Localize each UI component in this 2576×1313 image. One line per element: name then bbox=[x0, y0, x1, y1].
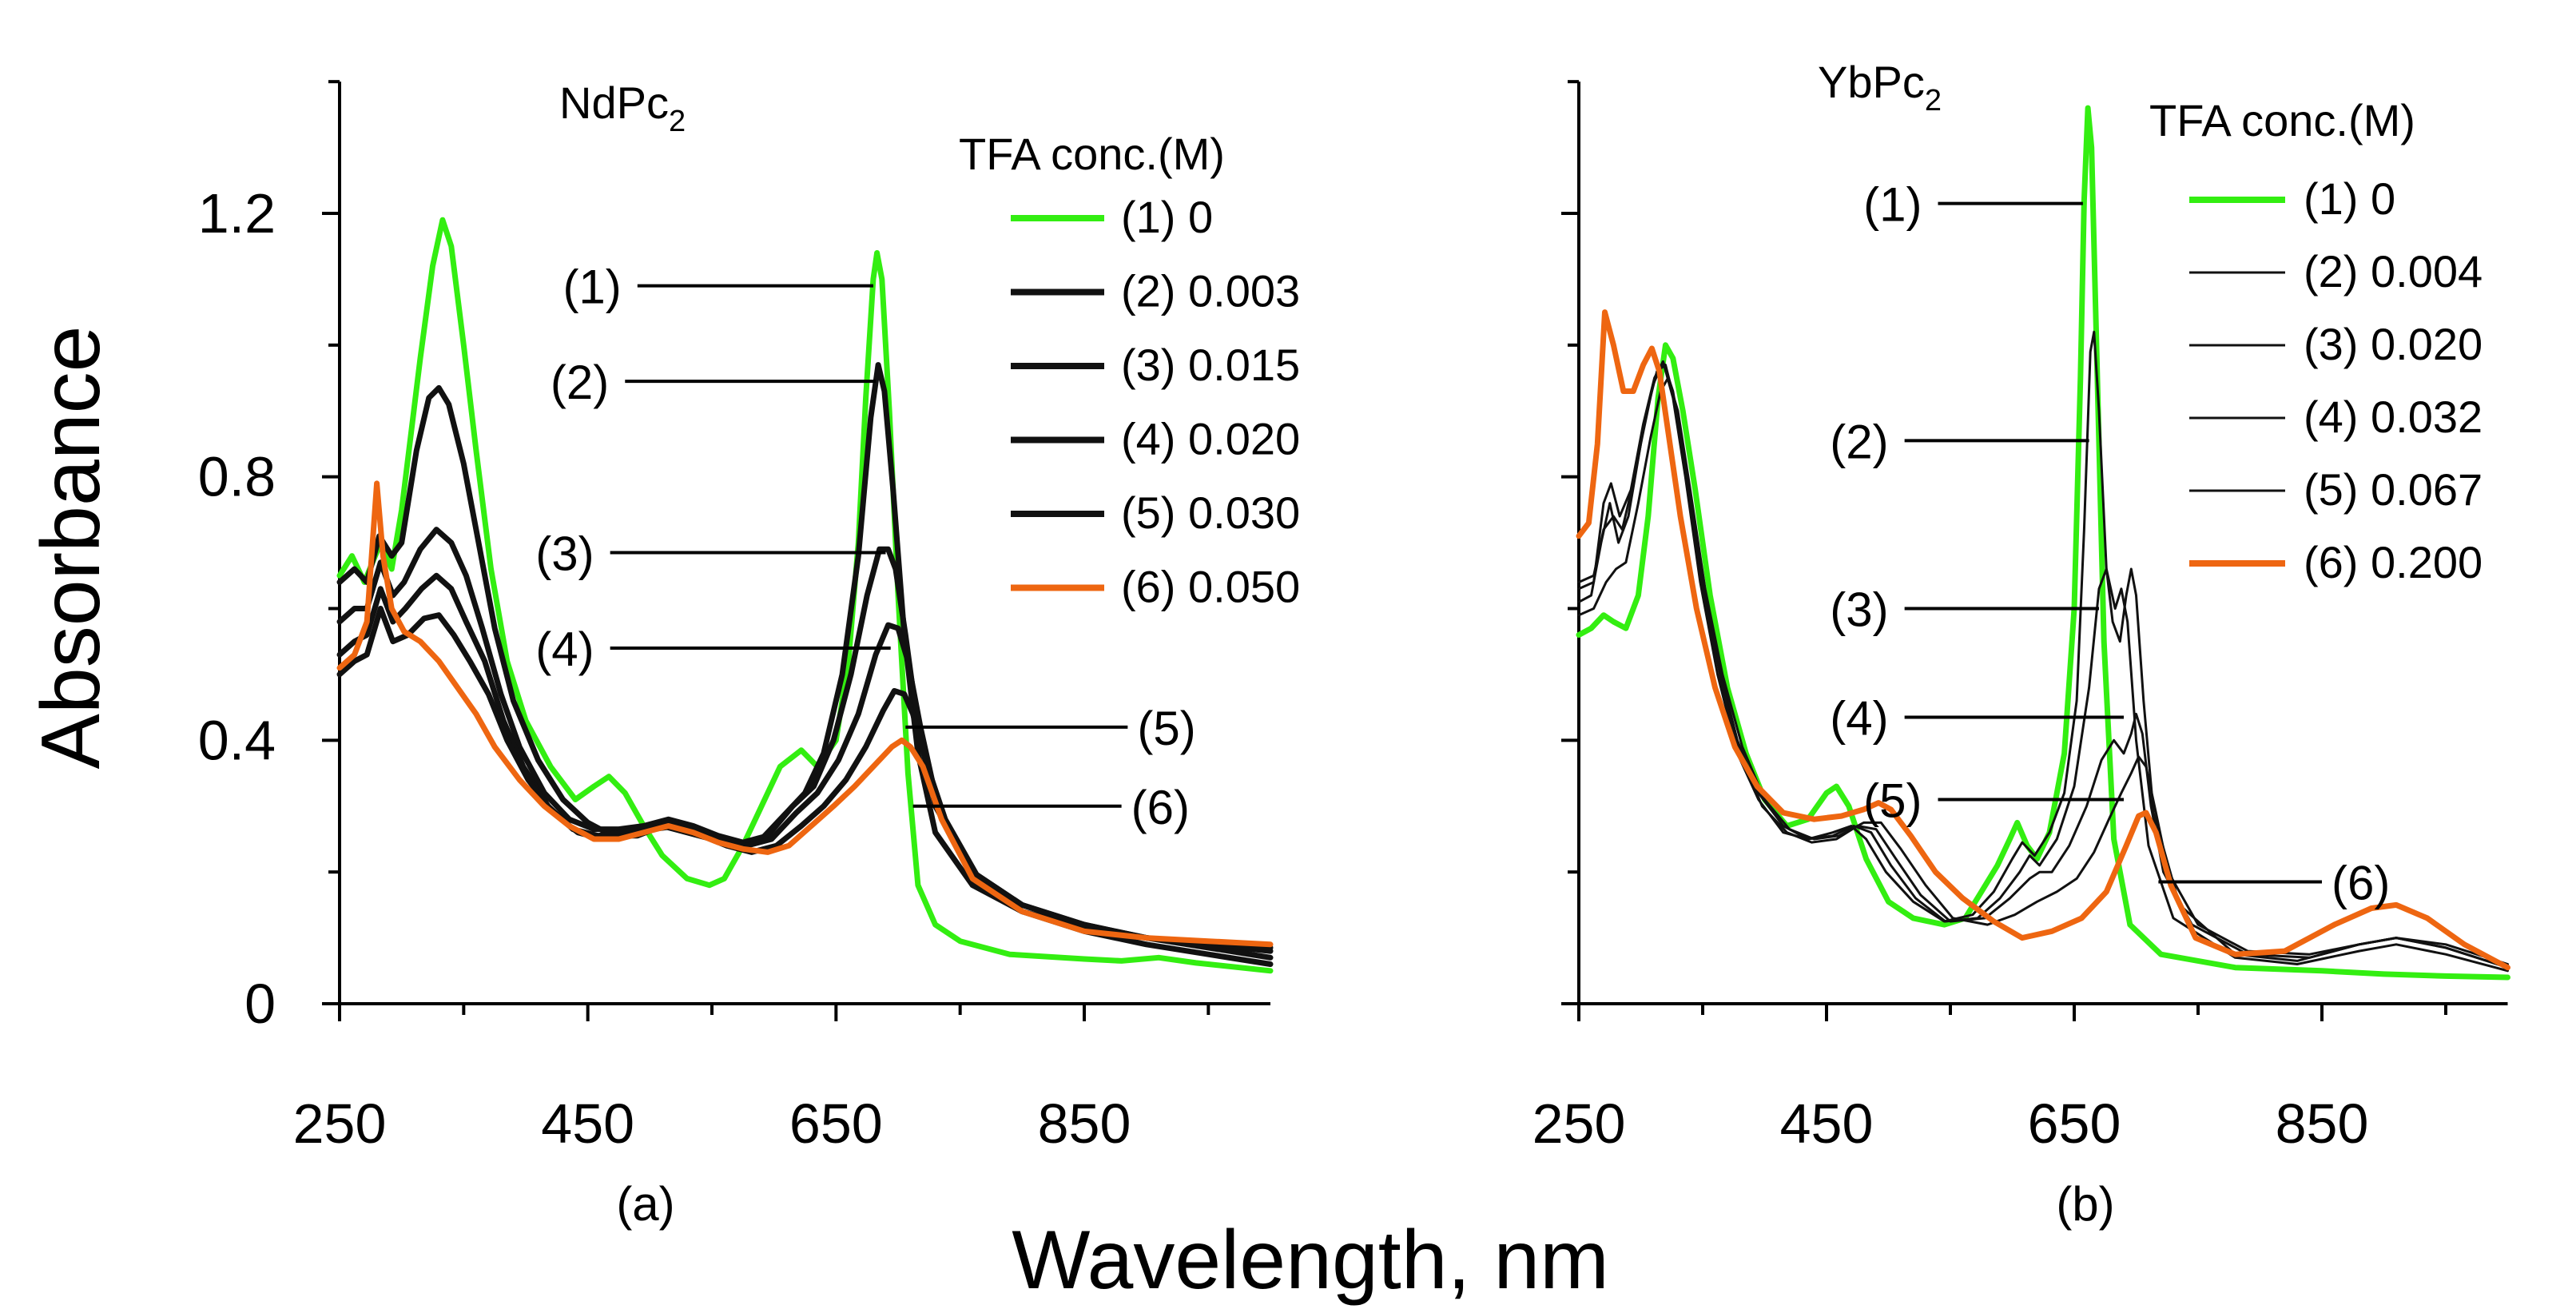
annotation-label: (1) bbox=[1863, 178, 1922, 232]
series-line-1 bbox=[336, 217, 1274, 974]
legend-entry: (2) 0.003 bbox=[1121, 266, 1300, 316]
annotation-label: (2) bbox=[1830, 415, 1888, 468]
series-line-6 bbox=[336, 480, 1274, 948]
x-tick-label: 450 bbox=[1780, 1092, 1874, 1155]
series-line-1 bbox=[1576, 105, 2510, 981]
x-axis-title: Wavelength, nm bbox=[1012, 1214, 1609, 1307]
legend-title: TFA conc.(M) bbox=[959, 129, 1225, 179]
x-tick-label: 850 bbox=[2276, 1092, 2369, 1155]
legend-entry: (2) 0.004 bbox=[2304, 246, 2483, 296]
x-tick-label: 250 bbox=[1532, 1092, 1626, 1155]
legend-entry: (5) 0.067 bbox=[2304, 464, 2483, 515]
y-tick-label: 0.4 bbox=[198, 709, 276, 771]
annotation-label: (2) bbox=[551, 356, 609, 409]
y-tick-label: 1.2 bbox=[198, 182, 276, 245]
x-tick-label: 850 bbox=[1038, 1092, 1131, 1155]
x-tick-label: 650 bbox=[2028, 1092, 2121, 1155]
legend-title: TFA conc.(M) bbox=[2149, 95, 2415, 145]
x-tick-label: 250 bbox=[293, 1092, 387, 1155]
panel-title: YbPc2 bbox=[1818, 57, 1942, 117]
y-axis-title: Absorbance bbox=[25, 325, 117, 769]
x-tick-label: 450 bbox=[541, 1092, 634, 1155]
legend-entry: (6) 0.200 bbox=[2304, 537, 2483, 587]
legend-entry: (1) 0 bbox=[1121, 192, 1213, 242]
annotation-label: (3) bbox=[1830, 583, 1888, 637]
y-tick-label: 0.8 bbox=[198, 446, 276, 508]
legend-entry: (1) 0 bbox=[2304, 173, 2395, 224]
annotation-label: (6) bbox=[1131, 781, 1190, 834]
annotation-label: (6) bbox=[2332, 857, 2390, 910]
annotation-label: (4) bbox=[1830, 691, 1888, 745]
annotation-label: (4) bbox=[535, 623, 594, 676]
panel-title: NdPc2 bbox=[559, 78, 686, 138]
legend-entry: (3) 0.020 bbox=[2304, 319, 2483, 369]
panel-b-yb: 250 450 650 850 (1) (2) (3) (4) (5) (6) YbPc2 TFA c… bbox=[1532, 57, 2510, 1231]
panel-label: (b) bbox=[2056, 1177, 2114, 1231]
legend-entry: (6) 0.050 bbox=[1121, 562, 1300, 612]
legend-entry: (3) 0.015 bbox=[1121, 340, 1300, 390]
panel-label: (a) bbox=[616, 1177, 674, 1231]
annotation-label: (5) bbox=[1137, 702, 1195, 755]
y-tick-label: 0 bbox=[244, 973, 276, 1035]
series-line-4 bbox=[336, 572, 1274, 961]
panel-a-nd: 250 450 650 850 0 0.4 0.8 1.2 (1) (2) (3) (4) (5) (6)… bbox=[198, 78, 1300, 1231]
annotation-label: (3) bbox=[535, 527, 594, 580]
annotation-label: (1) bbox=[563, 261, 621, 314]
legend-entry: (4) 0.032 bbox=[2304, 392, 2483, 442]
x-tick-label: 650 bbox=[789, 1092, 883, 1155]
legend-entry: (4) 0.020 bbox=[1121, 414, 1300, 464]
series-line-6 bbox=[1576, 309, 2510, 971]
legend-entry: (5) 0.030 bbox=[1121, 487, 1300, 538]
annotation-label: (5) bbox=[1863, 774, 1922, 828]
